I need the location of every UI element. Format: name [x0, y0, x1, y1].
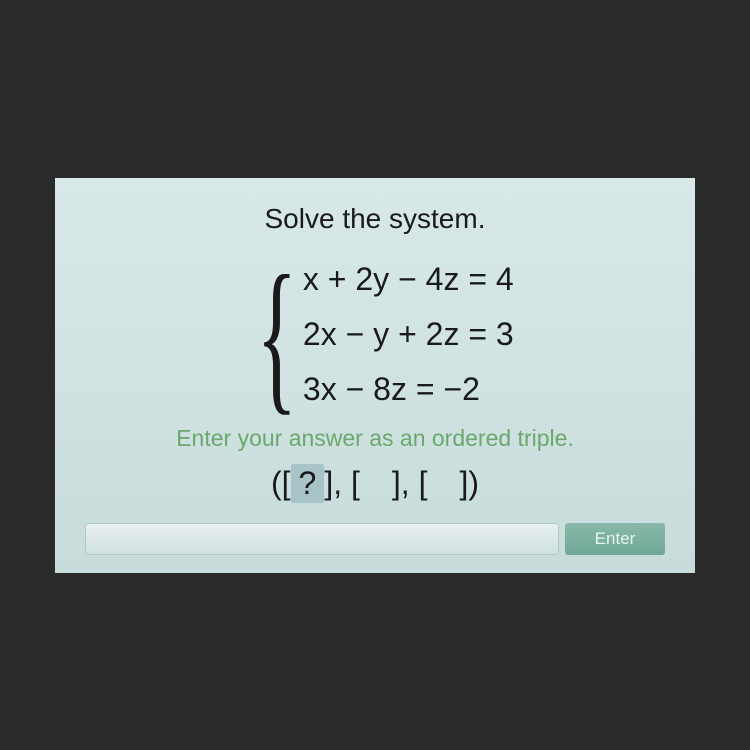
paren-open: ([	[271, 465, 291, 501]
equation-system: { x + 2y − 4z = 4 2x − y + 2z = 3 3x − 8…	[85, 260, 665, 410]
problem-title: Solve the system.	[85, 203, 665, 235]
separator-2: ], [	[392, 465, 428, 501]
answer-template: ([ ? ], [ ], [ ])	[85, 464, 665, 503]
problem-panel: Solve the system. { x + 2y − 4z = 4 2x −…	[55, 178, 695, 573]
paren-close: ])	[459, 465, 479, 501]
equation-3: 3x − 8z = −2	[303, 371, 514, 408]
equation-list: x + 2y − 4z = 4 2x − y + 2z = 3 3x − 8z …	[303, 261, 514, 408]
enter-button[interactable]: Enter	[565, 523, 665, 555]
answer-input[interactable]	[85, 523, 559, 555]
separator-1: ], [	[324, 465, 360, 501]
equation-1: x + 2y − 4z = 4	[303, 261, 514, 298]
equation-2: 2x − y + 2z = 3	[303, 316, 514, 353]
answer-slot-1[interactable]: ?	[291, 464, 325, 503]
input-row: Enter	[85, 523, 665, 555]
curly-brace-icon: {	[257, 260, 298, 410]
answer-hint: Enter your answer as an ordered triple.	[85, 425, 665, 452]
